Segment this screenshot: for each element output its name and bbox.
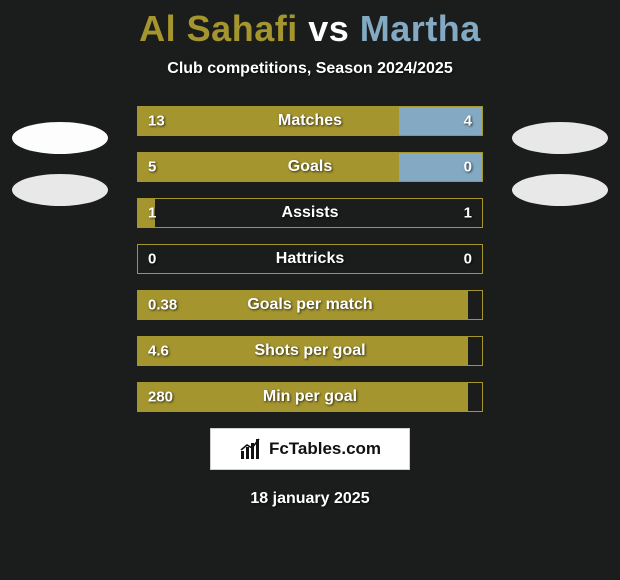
stat-value-left: 5	[148, 159, 156, 176]
club-logo-right	[512, 174, 608, 206]
club-logo-left	[12, 174, 108, 206]
stat-label: Min per goal	[263, 388, 357, 406]
comparison-title: Al Sahafi vs Martha	[0, 0, 620, 50]
stat-value-right: 0	[464, 159, 472, 176]
stat-bar-row: Goals per match 0.38	[137, 290, 483, 320]
stat-bar-row: Shots per goal 4.6	[137, 336, 483, 366]
stat-label: Matches	[278, 112, 342, 130]
stat-label: Hattricks	[276, 250, 344, 268]
stat-value-left: 0.38	[148, 297, 177, 314]
stat-bar-row: Hattricks 0 0	[137, 244, 483, 274]
subtitle: Club competitions, Season 2024/2025	[0, 60, 620, 78]
stat-bar-row: Matches 13 4	[137, 106, 483, 136]
stat-bars: Matches134Goals50Assists11Hattricks00Goa…	[137, 106, 483, 412]
chart-icon	[239, 437, 263, 461]
club-logo-left	[12, 122, 108, 154]
stat-value-right: 0	[464, 251, 472, 268]
stat-value-left: 280	[148, 389, 173, 406]
stat-bar-row: Assists 1 1	[137, 198, 483, 228]
stat-value-left: 13	[148, 113, 165, 130]
date-text: 18 january 2025	[0, 490, 620, 508]
stat-value-left: 0	[148, 251, 156, 268]
stat-value-left: 1	[148, 205, 156, 222]
club-logo-right	[512, 122, 608, 154]
stat-bar-row: Min per goal 280	[137, 382, 483, 412]
stat-bar-row: Goals 5 0	[137, 152, 483, 182]
branding-text: FcTables.com	[269, 439, 381, 459]
stat-value-left: 4.6	[148, 343, 169, 360]
player1-name: Al Sahafi	[139, 8, 298, 49]
stat-label: Assists	[282, 204, 339, 222]
stat-label: Goals	[288, 158, 332, 176]
stat-label: Goals per match	[247, 296, 372, 314]
stat-bar-left	[138, 153, 399, 181]
player2-name: Martha	[360, 8, 481, 49]
stat-label: Shots per goal	[254, 342, 365, 360]
stat-value-right: 1	[464, 205, 472, 222]
stat-bar-left	[138, 107, 399, 135]
stat-value-right: 4	[464, 113, 472, 130]
branding-badge[interactable]: FcTables.com	[210, 428, 410, 470]
vs-text: vs	[308, 8, 349, 49]
